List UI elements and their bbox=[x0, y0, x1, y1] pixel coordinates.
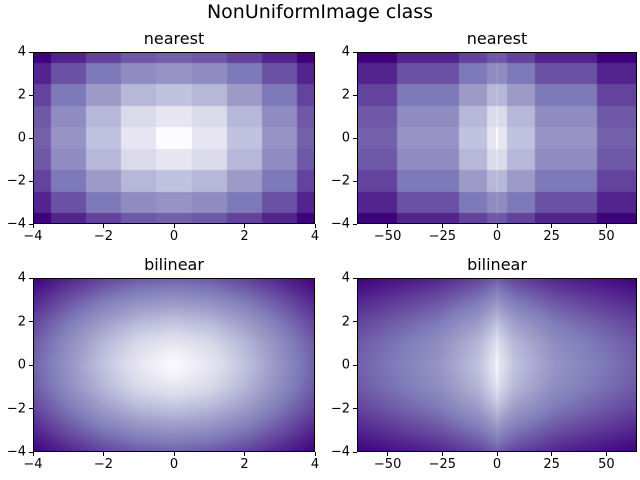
x-tick-label: 50 bbox=[598, 457, 615, 472]
y-tick-mark bbox=[353, 51, 357, 53]
y-tick-label: 0 bbox=[17, 357, 26, 373]
x-tick-label: 0 bbox=[492, 457, 502, 472]
y-tick-label: 2 bbox=[17, 314, 26, 329]
x-tick-mark bbox=[551, 452, 553, 456]
y-tick-mark bbox=[29, 408, 33, 409]
x-tick-label: −4 bbox=[23, 229, 43, 244]
y-tick-mark bbox=[353, 451, 357, 453]
y-tick-label: 2 bbox=[17, 87, 26, 103]
x-tick-label: 25 bbox=[543, 457, 560, 472]
y-tick-mark bbox=[353, 408, 357, 409]
heatmap-image bbox=[33, 52, 315, 224]
y-tick-mark bbox=[29, 94, 33, 96]
x-tick-label: 4 bbox=[310, 457, 320, 472]
subplot-nearest-nonuniform: nearest −50 −25 0 25 50 4 2 0 −2 −4 bbox=[331, 30, 637, 243]
axes-title: nearest bbox=[466, 29, 528, 48]
x-tick-label: 2 bbox=[240, 457, 249, 472]
x-tick-label: 0 bbox=[492, 229, 502, 244]
x-tick-label: −50 bbox=[373, 457, 402, 472]
x-tick-mark bbox=[605, 224, 607, 228]
y-tick-label: 2 bbox=[341, 87, 350, 103]
y-tick-label: 4 bbox=[341, 270, 350, 286]
y-tick-label: −4 bbox=[330, 444, 350, 460]
y-tick-label: 0 bbox=[341, 130, 350, 146]
y-tick-mark bbox=[29, 364, 33, 366]
subplot-nearest-uniform: nearest −4 −2 0 2 4 4 2 0 −2 −4 bbox=[7, 30, 319, 243]
heatmap-image bbox=[357, 278, 637, 452]
y-tick-mark bbox=[29, 223, 33, 225]
x-tick-mark bbox=[387, 452, 389, 456]
axes-title: bilinear bbox=[144, 255, 204, 274]
x-tick-label: −50 bbox=[373, 229, 402, 244]
y-tick-label: −4 bbox=[6, 216, 26, 232]
y-tick-mark bbox=[29, 180, 33, 182]
y-tick-mark bbox=[353, 137, 357, 139]
y-tick-mark bbox=[29, 51, 33, 53]
x-tick-mark bbox=[173, 452, 175, 456]
x-tick-mark bbox=[441, 224, 443, 228]
x-tick-mark bbox=[103, 452, 104, 456]
y-tick-mark bbox=[353, 364, 357, 366]
x-tick-mark bbox=[605, 452, 607, 456]
x-tick-mark bbox=[244, 224, 245, 228]
x-tick-label: 25 bbox=[543, 229, 560, 244]
subplot-bilinear-nonuniform: bilinear −50 −25 0 25 50 4 2 0 −2 −4 bbox=[331, 256, 637, 471]
y-tick-mark bbox=[29, 277, 33, 279]
x-tick-mark bbox=[387, 224, 389, 228]
figure-suptitle: NonUniformImage class bbox=[206, 1, 434, 23]
x-tick-mark bbox=[496, 452, 498, 456]
x-tick-label: −4 bbox=[23, 457, 43, 472]
y-tick-mark bbox=[353, 180, 357, 182]
y-tick-label: 4 bbox=[341, 44, 350, 60]
y-tick-mark bbox=[353, 223, 357, 225]
x-tick-label: −2 bbox=[93, 229, 114, 244]
x-tick-mark bbox=[551, 224, 553, 228]
y-tick-mark bbox=[29, 137, 33, 139]
y-tick-label: −2 bbox=[6, 173, 26, 189]
x-tick-mark bbox=[32, 452, 34, 456]
x-tick-label: 2 bbox=[240, 229, 249, 244]
y-tick-mark bbox=[353, 321, 357, 322]
x-tick-label: −2 bbox=[93, 457, 114, 472]
y-tick-mark bbox=[29, 451, 33, 453]
y-tick-label: 4 bbox=[17, 44, 26, 60]
y-tick-label: −2 bbox=[330, 401, 350, 416]
y-tick-label: −4 bbox=[330, 216, 350, 232]
y-tick-label: 0 bbox=[341, 357, 350, 373]
axes-title: bilinear bbox=[467, 255, 527, 274]
heatmap-image bbox=[33, 278, 315, 452]
y-tick-label: −4 bbox=[6, 444, 26, 460]
y-tick-label: 0 bbox=[17, 130, 26, 146]
x-tick-mark bbox=[314, 452, 316, 456]
y-tick-mark bbox=[353, 94, 357, 96]
x-tick-mark bbox=[32, 224, 34, 228]
x-tick-mark bbox=[173, 224, 175, 228]
x-tick-label: 0 bbox=[169, 457, 179, 472]
x-tick-mark bbox=[441, 452, 443, 456]
y-tick-mark bbox=[29, 321, 33, 322]
x-tick-label: −25 bbox=[428, 457, 457, 472]
x-tick-label: 4 bbox=[310, 229, 320, 244]
y-tick-mark bbox=[353, 277, 357, 279]
x-tick-mark bbox=[314, 224, 316, 228]
heatmap-image bbox=[357, 52, 637, 224]
subplot-bilinear-uniform: bilinear −4 −2 0 2 4 4 2 0 −2 −4 bbox=[7, 256, 319, 471]
y-tick-label: 4 bbox=[17, 270, 26, 286]
x-tick-mark bbox=[244, 452, 245, 456]
x-tick-label: 50 bbox=[598, 229, 615, 244]
y-tick-label: −2 bbox=[6, 401, 26, 416]
x-tick-mark bbox=[103, 224, 104, 228]
axes-title: nearest bbox=[143, 29, 205, 48]
x-tick-label: 0 bbox=[169, 229, 179, 244]
y-tick-label: −2 bbox=[330, 173, 350, 189]
x-tick-mark bbox=[496, 224, 498, 228]
y-tick-label: 2 bbox=[341, 314, 350, 329]
x-tick-label: −25 bbox=[428, 229, 457, 244]
